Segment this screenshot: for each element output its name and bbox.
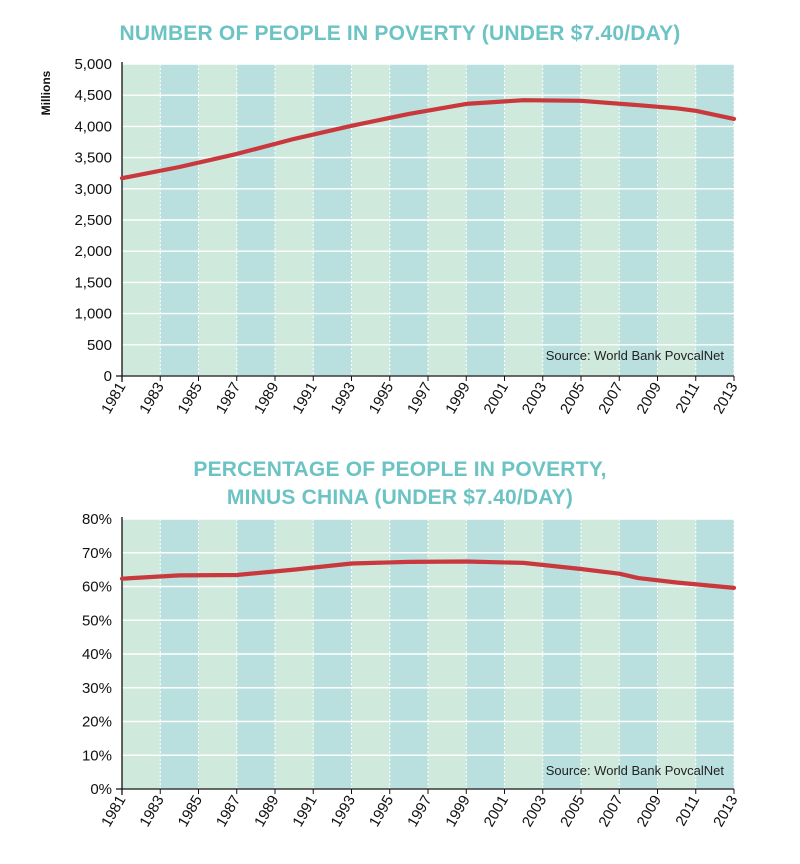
y-tick-label: 10%: [82, 747, 112, 764]
x-tick-label: 1999: [442, 793, 473, 830]
series-line: [119, 559, 737, 591]
y-tick-label: 50%: [82, 612, 112, 629]
chart2-title: PERCENTAGE OF PEOPLE IN POVERTY, MINUS C…: [0, 456, 800, 512]
x-tick-label: 1997: [404, 380, 435, 417]
x-tick-label: 1991: [289, 793, 320, 830]
x-tick-label: 2003: [519, 380, 550, 417]
x-tick-label: 2013: [710, 380, 741, 417]
y-tick-label: 4,000: [74, 118, 112, 135]
x-tick-label: 2007: [595, 380, 626, 417]
y-tick-label: 20%: [82, 714, 112, 731]
x-tick-label: 1999: [442, 380, 473, 417]
x-tick-label: 2009: [634, 793, 665, 830]
x-tick-label: 1993: [328, 380, 359, 417]
y-tick-label: 80%: [82, 511, 112, 528]
y-tick-label: 2,500: [74, 212, 112, 229]
x-tick-label: 2005: [557, 380, 588, 417]
y-tick-label: 1,500: [74, 274, 112, 291]
x-tick-label: 2011: [672, 793, 703, 829]
y-tick-label: 3,000: [74, 181, 112, 198]
source-note: Source: World Bank PovcalNet: [546, 763, 725, 778]
y-tick-label: 500: [87, 337, 112, 354]
x-tick-label: 1991: [289, 380, 320, 417]
x-tick-label: 1983: [136, 793, 167, 830]
y-tick-label: 60%: [82, 579, 112, 596]
y-tick-label: 70%: [82, 545, 112, 562]
chart1: 5,000 4,500 4,000 3,500 3,000 2,500 2,000 1,500…: [39, 56, 741, 417]
y-tick-label: 4,500: [74, 87, 112, 104]
x-tick-label: 1997: [404, 793, 435, 830]
x-tick-label: 1987: [213, 380, 244, 417]
x-tick-label: 1985: [175, 380, 206, 417]
series-line: [119, 98, 737, 181]
x-tick-label: 2007: [595, 793, 626, 830]
chart2: 80%70%60%50%40%30%20%10%0%1981 1983 1985 19…: [82, 511, 741, 830]
x-tick-label: 1995: [366, 380, 397, 417]
x-tick-label: 1987: [213, 793, 244, 830]
chart1-title: NUMBER OF PEOPLE IN POVERTY (UNDER $7.40…: [119, 22, 681, 45]
y-tick-label: 0%: [90, 781, 112, 798]
source-note: Source: World Bank PovcalNet: [546, 348, 725, 363]
x-tick-label: 2003: [519, 793, 550, 830]
x-tick-label: 2009: [634, 380, 665, 417]
y-tick-label: 2,000: [74, 243, 112, 260]
x-tick-label: 2005: [557, 793, 588, 830]
x-tick-label: 1981: [98, 793, 129, 830]
y-tick-label: 1,000: [74, 306, 112, 323]
y-tick-label: 5,000: [74, 56, 112, 73]
x-tick-label: 1995: [366, 793, 397, 830]
chart2-title-line2: MINUS CHINA (UNDER $7.40/DAY): [226, 486, 574, 509]
x-tick-label: 2001: [481, 793, 512, 830]
x-tick-label: 1981: [98, 380, 129, 417]
y-tick-label: 30%: [82, 680, 112, 697]
x-tick-label: 2001: [481, 380, 512, 417]
x-tick-label: 1989: [251, 793, 282, 830]
x-tick-label: 1983: [136, 380, 167, 417]
x-tick-label: 2013: [710, 793, 741, 830]
x-tick-label: 1993: [328, 793, 359, 830]
x-tick-label: 1985: [175, 793, 206, 830]
chart2-title-line1: PERCENTAGE OF PEOPLE IN POVERTY,: [193, 458, 607, 481]
y-axis-label: Millions: [39, 70, 53, 115]
y-tick-label: 0: [104, 368, 112, 385]
y-tick-label: 40%: [82, 646, 112, 663]
y-tick-label: 3,500: [74, 150, 112, 167]
x-tick-label: 2011: [672, 380, 703, 416]
x-tick-label: 1989: [251, 380, 282, 417]
